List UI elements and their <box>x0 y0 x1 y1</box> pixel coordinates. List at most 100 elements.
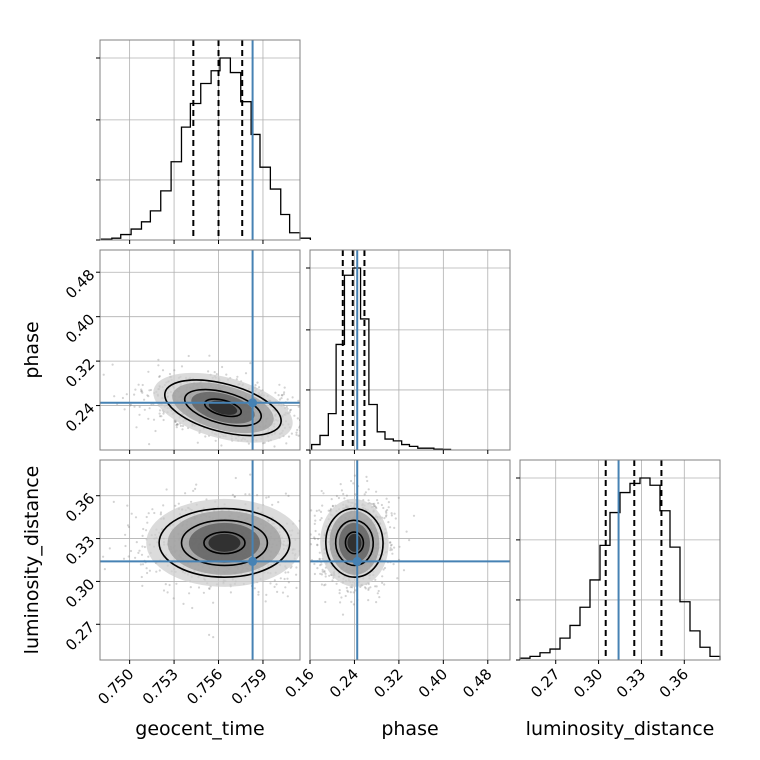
scatter-point <box>102 555 105 558</box>
scatter-point <box>256 494 259 497</box>
scatter-point <box>296 428 299 432</box>
scatter-point <box>376 499 379 502</box>
scatter-point <box>244 372 248 375</box>
scatter-point <box>197 586 201 589</box>
scatter-point <box>285 405 288 409</box>
scatter-point <box>389 549 392 552</box>
scatter-point <box>285 442 288 445</box>
scatter-point <box>256 381 259 384</box>
scatter-point <box>174 420 177 423</box>
scatter-point <box>158 375 161 378</box>
scatter-point <box>254 384 257 387</box>
scatter-point <box>133 405 136 408</box>
scatter-point <box>346 589 349 592</box>
scatter-point <box>350 600 353 604</box>
scatter-point <box>367 499 370 502</box>
scatter-point <box>195 483 198 486</box>
scatter-point <box>378 596 381 599</box>
scatter-point <box>283 391 286 394</box>
scatter-point <box>389 547 392 550</box>
scatter-point <box>338 589 341 592</box>
scatter-point <box>351 586 354 589</box>
truth-point <box>248 398 258 408</box>
scatter-point <box>127 525 130 529</box>
scatter-point <box>350 479 353 483</box>
scatter-point <box>390 512 393 515</box>
scatter-point <box>331 505 334 508</box>
scatter-point <box>318 558 321 561</box>
scatter-point <box>146 571 149 575</box>
scatter-point <box>293 414 296 417</box>
scatter-point <box>281 591 285 594</box>
scatter-point <box>146 521 149 524</box>
scatter-point <box>244 493 247 496</box>
scatter-point <box>323 571 326 574</box>
scatter-point <box>341 613 345 616</box>
scatter-point <box>137 551 140 555</box>
scatter-point <box>364 587 367 590</box>
scatter-point <box>176 423 179 426</box>
scatter-point <box>322 492 325 495</box>
scatter-point <box>304 530 306 532</box>
scatter-point <box>127 555 130 558</box>
scatter-point <box>162 418 165 422</box>
scatter-point <box>177 502 180 505</box>
scatter-point <box>375 601 378 604</box>
scatter-point <box>292 452 294 454</box>
scatter-point <box>321 568 324 571</box>
scatter-point <box>291 396 294 399</box>
scatter-point <box>354 589 357 592</box>
scatter-point <box>352 482 355 485</box>
scatter-point <box>207 370 210 373</box>
scatter-point <box>124 533 127 536</box>
scatter-point <box>235 378 238 381</box>
scatter-point <box>135 426 138 429</box>
scatter-point <box>145 529 148 532</box>
scatter-point <box>390 514 393 517</box>
scatter-point <box>126 504 129 507</box>
scatter-point <box>147 512 150 515</box>
scatter-point <box>231 493 234 496</box>
scatter-point <box>155 570 158 573</box>
scatter-point <box>157 358 160 361</box>
contour-line <box>158 507 291 578</box>
scatter-point <box>287 494 290 497</box>
scatter-point <box>192 489 195 492</box>
scatter-point <box>140 388 143 391</box>
scatter-point <box>286 451 288 453</box>
scatter-point <box>374 506 378 509</box>
scatter-point <box>318 533 321 536</box>
scatter-point <box>249 362 252 365</box>
scatter-point <box>159 513 162 516</box>
scatter-point <box>141 383 144 387</box>
scatter-point <box>147 555 150 558</box>
density-region <box>208 400 238 415</box>
scatter-point <box>301 518 303 520</box>
scatter-point <box>363 493 366 496</box>
scatter-point <box>202 591 205 594</box>
scatter-point <box>139 563 142 566</box>
scatter-point <box>161 369 165 372</box>
scatter-point <box>389 541 392 544</box>
scatter-point <box>335 582 338 585</box>
scatter-point <box>124 544 127 548</box>
scatter-point <box>374 578 377 582</box>
y-tick-label-phase: 0.24 <box>62 399 98 435</box>
scatter-point <box>387 506 390 509</box>
scatter-point <box>125 393 128 396</box>
scatter-point <box>264 600 267 603</box>
scatter-point <box>272 451 274 453</box>
scatter-point <box>349 591 352 594</box>
scatter-point <box>181 424 185 428</box>
scatter-point <box>297 405 300 408</box>
scatter-point <box>157 364 160 367</box>
scatter-point <box>367 488 370 491</box>
scatter-point <box>122 557 126 560</box>
scatter-point <box>257 590 260 594</box>
scatter-point <box>165 488 168 491</box>
scatter-point <box>141 391 144 394</box>
scatter-point <box>140 575 143 579</box>
scatter-point <box>373 505 377 508</box>
scatter-point <box>382 506 385 510</box>
